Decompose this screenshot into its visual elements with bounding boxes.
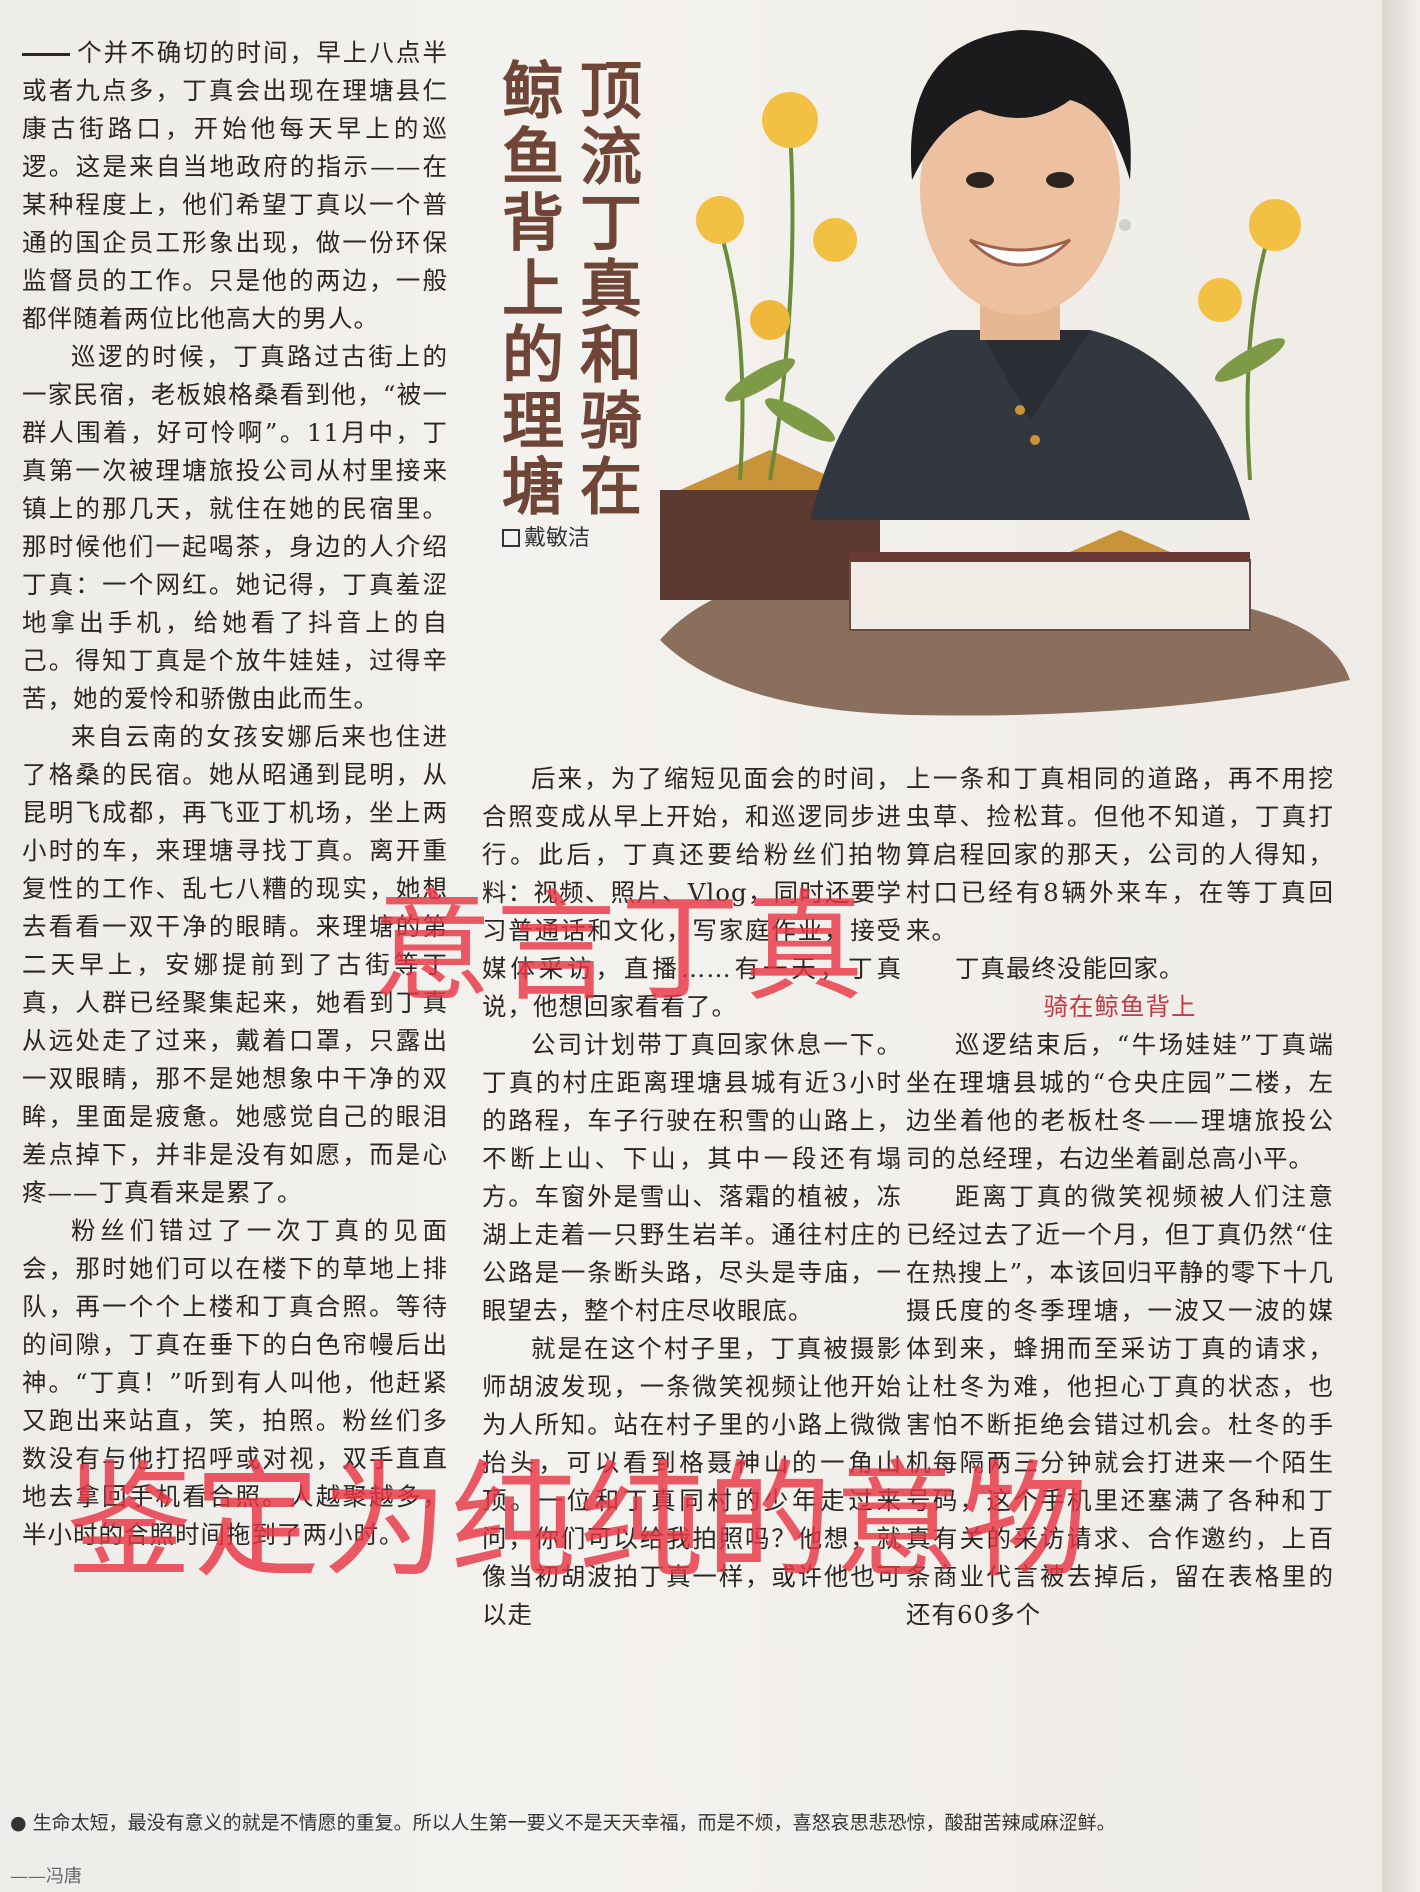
face: [920, 65, 1120, 315]
article-column-1: 个并不确切的时间，早上八点半或者九点多，丁真会出现在理塘县仁康古街路口，开始他每…: [22, 34, 448, 1554]
flower-bouquet-left: [696, 92, 857, 481]
paragraph: 公司计划带丁真回家休息一下。丁真的村庄距离理塘县城有近3小时的路程，车子行驶在积…: [482, 1030, 902, 1325]
article-title-line-1: 顶流丁真和骑在: [569, 58, 642, 520]
eye-right: [1046, 172, 1074, 188]
paragraph: 粉丝们错过了一次丁真的见面会，那时她们可以在楼下的草地上排队，再一个个上楼和丁真…: [22, 1216, 448, 1549]
page-edge: [1382, 0, 1420, 1892]
opening-dash: [22, 53, 70, 56]
eye-left: [966, 172, 994, 188]
paragraph: 个并不确切的时间，早上八点半或者九点多，丁真会出现在理塘县仁康古街路口，开始他每…: [22, 38, 448, 333]
watermark-text-2: 鉴定为纯纯的意物: [66, 1448, 1090, 1595]
magazine-page: 个并不确切的时间，早上八点半或者九点多，丁真会出现在理塘县仁康古街路口，开始他每…: [0, 0, 1382, 1892]
article-column-3: 上一条和丁真相同的道路，再不用挖虫草、捡松茸。但他不知道，丁真打算启程回家的那天…: [906, 760, 1334, 1634]
author-name: 戴敏洁: [524, 526, 591, 551]
byline-square-icon: [502, 529, 520, 547]
section-subheading: 骑在鲸鱼背上: [1043, 992, 1197, 1021]
hair: [910, 30, 1131, 180]
robe-button: [1015, 405, 1025, 415]
smile: [968, 238, 1072, 267]
paragraph: 后来，为了缩短见面会的时间，合照变成从早上开始，和巡逻同步进行。此后，丁真还要给…: [482, 764, 902, 1021]
building-band: [850, 552, 1250, 562]
paragraph: 丁真最终没能回家。: [955, 954, 1185, 983]
portrait-illustration: [660, 30, 1350, 716]
paragraph: 距离丁真的微笑视频被人们注意已经过去了近一个月，但丁真仍然“住在热搜上”，本该回…: [906, 1182, 1334, 1629]
robe-collar: [980, 330, 1090, 420]
footer-quote-author: ——冯唐: [10, 1866, 82, 1887]
robe-button: [1030, 435, 1040, 445]
watermark-text-1: 意言丁真: [372, 879, 868, 1018]
paragraph: 上一条和丁真相同的道路，再不用挖虫草、捡松茸。但他不知道，丁真打算启程回家的那天…: [906, 764, 1334, 945]
paragraph: 巡逻结束后，“牛场娃娃”丁真端坐在理塘县城的“仓央庄园”二楼，左边坐着他的老板杜…: [906, 1030, 1334, 1173]
paragraph: 就是在这个村子里，丁真被摄影师胡波发现，一条微笑视频让他开始为人所知。站在村子里…: [482, 1334, 902, 1629]
author-byline: 戴敏洁: [502, 520, 590, 552]
article-title-line-2: 鲸鱼背上的理塘: [491, 58, 564, 520]
small-roof: [1070, 530, 1170, 552]
paragraph: 来自云南的女孩安娜后来也住进了格桑的民宿。她从昭通到昆明，从昆明飞成都，再飞亚丁…: [22, 722, 448, 1207]
flower-bouquet-right: [1198, 199, 1301, 481]
white-building: [849, 559, 1251, 631]
earring: [1119, 219, 1131, 231]
robe: [810, 330, 1250, 520]
article-column-2: 后来，为了缩短见面会的时间，合照变成从早上开始，和巡逻同步进行。此后，丁真还要给…: [482, 760, 902, 1634]
paragraph: 巡逻的时候，丁真路过古街上的一家民宿，老板娘格桑看到他，“被一群人围着，好可怜啊…: [22, 342, 448, 713]
footer-quote: ● 生命太短，最没有意义的就是不情愿的重复。所以人生第一要义不是天天幸福，而是不…: [10, 1812, 1116, 1834]
